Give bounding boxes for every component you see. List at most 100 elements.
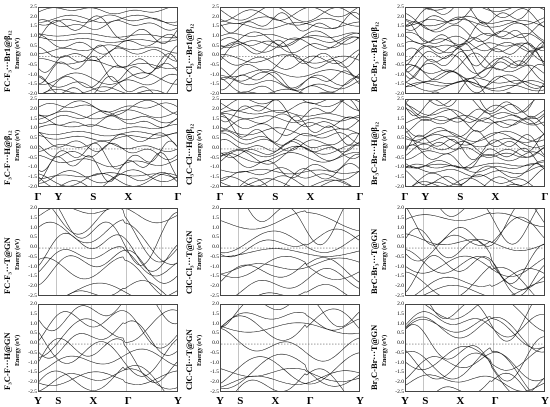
energy-band <box>406 31 544 53</box>
energy-band <box>406 100 535 117</box>
y-tick-label: 0.0 <box>30 52 37 59</box>
panel-title: FC-F₃···Br1@β₁₂ <box>2 30 12 92</box>
y-tick-label: 0.0 <box>30 244 37 251</box>
y-tick-label: 1.0 <box>30 320 37 327</box>
y-tick-label: -1.0 <box>395 71 404 78</box>
y-tick-label: -2.0 <box>28 379 37 386</box>
y-tick-label: 2.5 <box>30 96 37 102</box>
energy-band <box>406 100 544 119</box>
energy-band <box>406 249 544 290</box>
energy-band <box>221 167 359 181</box>
energy-band <box>440 209 538 245</box>
energy-band <box>39 14 177 23</box>
y-tick-label: -2.0 <box>28 91 37 97</box>
k-point-label: S <box>272 191 279 203</box>
y-tick-label: 0.5 <box>30 330 37 337</box>
y-tick-label: 1.5 <box>30 310 37 317</box>
y-tick-label: 0.0 <box>212 244 219 251</box>
y-tick-label: 1.0 <box>212 33 219 39</box>
y-tick-label: 0.0 <box>397 144 404 151</box>
y-tick-label: 1.0 <box>30 125 37 132</box>
k-point-label: Y <box>236 191 245 203</box>
energy-band <box>39 44 177 73</box>
energy-band <box>406 174 534 186</box>
panel-title: ClC-Cl···T@GN <box>184 329 194 390</box>
k-point-label: Γ <box>34 191 42 203</box>
energy-band <box>406 147 544 160</box>
y-tick-label: 0.0 <box>397 244 404 251</box>
energy-band <box>221 113 359 131</box>
energy-band <box>221 352 359 385</box>
energy-band <box>406 115 544 133</box>
energy-band <box>39 34 177 55</box>
energy-band <box>221 11 359 34</box>
energy-band <box>43 63 177 93</box>
energy-band <box>221 328 359 362</box>
energy-band <box>39 305 177 332</box>
y-tick-label: 1.0 <box>212 320 219 327</box>
energy-band <box>221 127 359 137</box>
energy-band <box>423 8 544 12</box>
energy-band <box>406 255 544 295</box>
panel-title: FC-F₃···T@GN <box>2 237 12 294</box>
y-tick-label: -1.5 <box>210 81 219 88</box>
y-tick-label: 1.5 <box>212 115 219 122</box>
energy-band <box>221 54 359 64</box>
y-tick-label: -2.5 <box>210 389 219 395</box>
y-tick-label: -0.5 <box>210 62 219 68</box>
y-tick-label: 1.5 <box>212 310 219 317</box>
energy-band <box>221 257 359 275</box>
energy-band <box>39 14 177 26</box>
energy-band <box>221 256 359 280</box>
panel-title: Br₃C-Br···H@β₁₂ <box>369 122 379 185</box>
energy-band <box>221 169 359 175</box>
y-tick-label: -1.5 <box>210 273 219 280</box>
y-tick-label: -1.5 <box>28 81 37 88</box>
y-tick-label: -2.0 <box>395 379 404 386</box>
y-tick-label: -1.0 <box>28 263 37 270</box>
energy-band <box>221 114 359 146</box>
y-tick-label: 2.0 <box>397 13 404 20</box>
y-tick-label: -1.0 <box>28 359 37 366</box>
energy-band <box>406 233 544 251</box>
energy-band <box>406 81 544 92</box>
energy-band <box>406 161 544 169</box>
y-tick-label: -0.5 <box>210 154 219 161</box>
y-tick-label: -1.5 <box>210 174 219 181</box>
energy-band <box>39 75 177 93</box>
energy-band <box>221 143 359 165</box>
energy-band <box>248 209 344 246</box>
y-tick-label: 2.0 <box>397 301 404 307</box>
energy-band <box>221 230 359 254</box>
y-tick-label: 1.0 <box>212 125 219 132</box>
energy-band <box>39 19 177 31</box>
energy-band <box>406 374 544 391</box>
energy-band <box>221 257 359 283</box>
band-plot-area <box>405 208 545 296</box>
energy-band <box>221 8 359 22</box>
energy-band <box>406 70 544 89</box>
y-tick-label: 1.0 <box>397 224 404 231</box>
energy-band <box>406 265 535 295</box>
y-tick-label: -1.0 <box>395 359 404 366</box>
y-tick-label: -1.0 <box>210 263 219 270</box>
energy-band <box>221 308 359 341</box>
y-tick-label: 2.0 <box>30 301 37 307</box>
k-point-label: Y <box>401 395 409 407</box>
energy-band <box>406 151 544 169</box>
energy-band <box>39 131 177 137</box>
y-tick-label: 2.0 <box>30 205 37 211</box>
k-point-label: Γ <box>216 191 224 203</box>
energy-band <box>406 212 544 228</box>
panel-title: Cl₃C-Cl···H@β₁₂ <box>184 123 194 185</box>
energy-band <box>39 173 177 186</box>
panel-title: Br₃C-Br···T@GN <box>369 324 379 390</box>
band-structure-svg <box>221 209 359 295</box>
energy-band <box>221 305 359 328</box>
y-tick-label: 2.0 <box>212 13 219 20</box>
energy-band <box>406 141 544 158</box>
energy-band <box>221 8 358 22</box>
energy-band <box>221 163 359 186</box>
panel-title: ClC-Cl₃···T@GN <box>184 230 194 294</box>
